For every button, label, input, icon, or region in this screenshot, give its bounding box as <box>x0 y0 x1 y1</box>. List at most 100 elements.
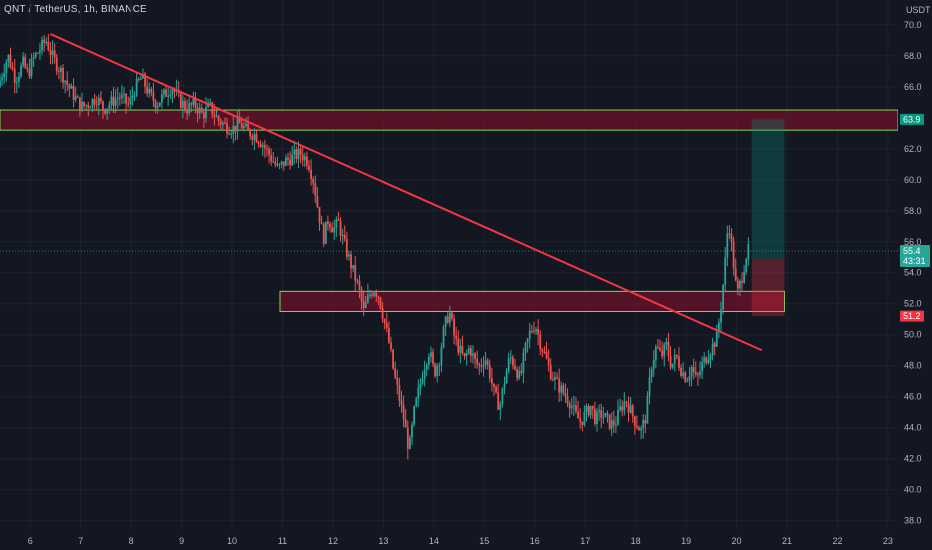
candle-body <box>413 406 416 425</box>
candle-body <box>329 223 331 228</box>
candle-body <box>549 364 552 380</box>
candle-body <box>547 358 550 365</box>
candle-body <box>577 411 579 419</box>
candle-body <box>486 360 489 365</box>
candle-body <box>192 98 195 105</box>
candle-body <box>591 405 594 410</box>
downtrend-line <box>50 33 763 352</box>
candle-body <box>221 122 224 125</box>
time-tick-label: 22 <box>832 536 842 546</box>
candle-body <box>598 410 600 412</box>
candle-body <box>160 94 163 103</box>
tag-countdown: 43:31 <box>903 256 926 266</box>
candle-body <box>381 308 384 320</box>
time-tick-label: 12 <box>328 536 338 546</box>
candle-body <box>310 169 313 179</box>
candle-body <box>335 219 338 228</box>
candle-body <box>236 118 239 132</box>
candle-body <box>375 292 378 297</box>
candle-body <box>493 383 495 387</box>
candle-body <box>202 112 205 118</box>
candle-body <box>287 157 289 160</box>
candle-body <box>415 398 418 407</box>
price-tick-label: 58.0 <box>904 206 922 216</box>
candle-body <box>465 353 468 356</box>
candle-body <box>106 108 109 114</box>
candle-body <box>316 196 319 208</box>
candle-body <box>514 365 516 370</box>
candle-body <box>478 364 481 366</box>
candle-body <box>503 383 506 389</box>
candle-body <box>558 378 561 393</box>
candle-body <box>327 221 329 224</box>
candle-body <box>596 411 598 424</box>
candle-body <box>95 104 98 106</box>
candle-body <box>337 219 340 221</box>
candle-body <box>354 265 357 281</box>
candle-body <box>72 86 75 100</box>
candle-body <box>348 254 350 257</box>
candle-body <box>240 123 243 129</box>
time-tick-label: 19 <box>681 536 691 546</box>
candle-body <box>18 76 20 82</box>
candle-body <box>623 401 626 411</box>
candle-body <box>181 101 184 108</box>
candle-body <box>0 80 1 87</box>
candle-body <box>39 50 41 53</box>
candle-body <box>7 54 10 63</box>
candle-body <box>266 148 268 150</box>
target-area <box>751 119 785 259</box>
candle-body <box>249 129 252 137</box>
candle-body <box>83 101 85 106</box>
candle-body <box>438 364 441 366</box>
candle-body <box>451 312 453 319</box>
candles-layer <box>0 33 750 460</box>
candle-body <box>392 349 394 369</box>
price-tick-label: 38.0 <box>904 516 922 526</box>
candle-body <box>34 53 37 57</box>
candle-body <box>539 334 542 350</box>
zones-layer <box>0 109 899 312</box>
candle-body <box>217 116 220 121</box>
price-axis-bg <box>898 0 932 550</box>
candle-body <box>184 101 186 110</box>
candle-body <box>669 355 672 368</box>
candle-body <box>55 57 58 72</box>
candle-body <box>263 145 266 149</box>
candle-body <box>278 164 281 166</box>
price-tick-label: 44.0 <box>904 423 922 433</box>
candle-body <box>684 372 687 382</box>
candle-body <box>13 69 16 83</box>
candle-body <box>417 388 420 399</box>
candle-body <box>24 56 27 68</box>
candle-body <box>383 319 386 323</box>
candle-body <box>608 414 611 429</box>
candle-body <box>1 77 4 81</box>
candle-body <box>467 348 470 354</box>
candle-body <box>400 400 403 405</box>
candle-body <box>661 350 664 357</box>
candle-body <box>566 396 569 404</box>
price-tick-label: 48.0 <box>904 361 922 371</box>
currency-label: USDT <box>906 5 931 15</box>
candle-body <box>690 367 693 377</box>
candle-body <box>228 133 231 135</box>
candle-body <box>469 348 472 356</box>
price-tick-label: 62.0 <box>904 144 922 154</box>
candle-body <box>139 78 142 80</box>
candle-body <box>678 356 680 368</box>
candle-body <box>293 149 296 155</box>
candle-body <box>230 133 233 135</box>
candle-body <box>648 377 651 397</box>
tag-resistance-top: 63.9 <box>903 114 921 124</box>
candle-body <box>78 97 81 111</box>
candle-body <box>579 418 582 422</box>
candle-body <box>461 345 464 354</box>
candle-body <box>41 39 43 51</box>
candle-body <box>76 96 79 98</box>
candle-body <box>436 365 439 377</box>
candle-body <box>26 67 29 69</box>
candle-body <box>215 116 218 118</box>
candle-body <box>45 42 48 44</box>
